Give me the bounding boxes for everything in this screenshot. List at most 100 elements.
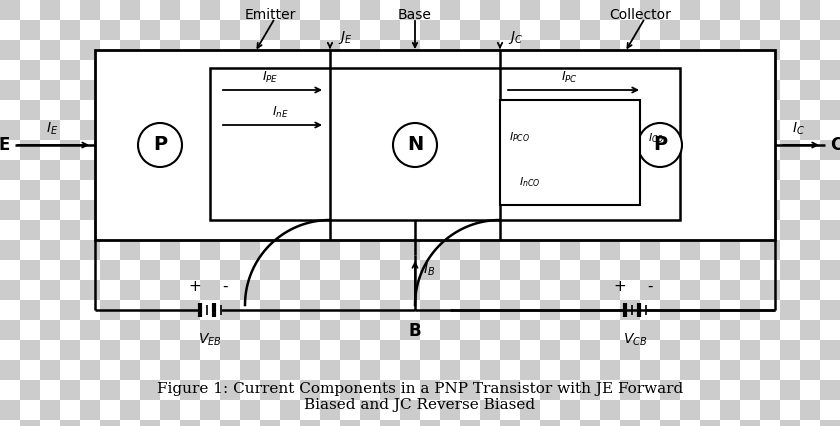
Bar [160, 240, 180, 260]
Bar [60, 140, 80, 160]
Bar [260, 160, 280, 180]
Bar [540, 40, 560, 60]
Bar [620, 120, 640, 140]
Bar [800, 180, 820, 200]
Bar [60, 120, 80, 140]
Bar [720, 20, 740, 40]
Bar [240, 260, 260, 280]
Bar [600, 100, 620, 120]
Bar [0, 20, 20, 40]
Text: $I_{PCO}$: $I_{PCO}$ [509, 130, 531, 144]
Bar [580, 20, 600, 40]
Bar [760, 280, 780, 300]
Bar [580, 200, 600, 220]
Bar [560, 300, 580, 320]
Bar [780, 40, 800, 60]
Bar [80, 220, 100, 240]
Bar [40, 160, 60, 180]
Bar [120, 260, 140, 280]
Bar [500, 20, 520, 40]
Bar [200, 180, 220, 200]
Bar [320, 200, 340, 220]
Bar [800, 120, 820, 140]
Bar [480, 0, 500, 20]
Bar [740, 280, 760, 300]
Bar [560, 160, 580, 180]
Bar [100, 420, 120, 426]
Bar [300, 60, 320, 80]
Bar [680, 260, 700, 280]
Bar [60, 60, 80, 80]
Bar [580, 220, 600, 240]
Text: $I_{CO}$: $I_{CO}$ [648, 131, 664, 145]
Bar [400, 300, 420, 320]
Bar [580, 140, 600, 160]
Bar [480, 100, 500, 120]
Bar [320, 180, 340, 200]
Bar [200, 360, 220, 380]
Bar [80, 400, 100, 420]
Bar [360, 40, 380, 60]
Bar [120, 80, 140, 100]
Bar [520, 180, 540, 200]
Bar [220, 280, 240, 300]
Bar [820, 220, 840, 240]
Bar [820, 0, 840, 20]
Bar [340, 200, 360, 220]
Bar [20, 260, 40, 280]
Bar [760, 360, 780, 380]
Bar [340, 380, 360, 400]
Bar [40, 220, 60, 240]
Bar [580, 260, 600, 280]
Bar [780, 160, 800, 180]
Bar [660, 300, 680, 320]
Text: Collector: Collector [609, 8, 671, 22]
Bar [260, 220, 280, 240]
Bar [680, 120, 700, 140]
Bar [0, 280, 20, 300]
Bar [360, 280, 380, 300]
Bar [140, 160, 160, 180]
Bar [460, 380, 480, 400]
Bar [220, 360, 240, 380]
Bar [700, 360, 720, 380]
Bar [740, 160, 760, 180]
Bar [0, 240, 20, 260]
Bar [280, 100, 300, 120]
Bar [80, 380, 100, 400]
Bar [200, 120, 220, 140]
Bar [200, 200, 220, 220]
Bar [600, 200, 620, 220]
Bar [480, 180, 500, 200]
Bar [40, 60, 60, 80]
Bar [320, 340, 340, 360]
Bar [360, 380, 380, 400]
Bar [480, 280, 500, 300]
Bar [480, 240, 500, 260]
Bar [820, 240, 840, 260]
Bar [360, 340, 380, 360]
Bar [100, 40, 120, 60]
Bar [680, 320, 700, 340]
Bar [260, 60, 280, 80]
Bar [520, 20, 540, 40]
Bar [220, 200, 240, 220]
Bar [520, 60, 540, 80]
Bar [500, 240, 520, 260]
Bar [540, 20, 560, 40]
Bar [760, 300, 780, 320]
Bar [120, 140, 140, 160]
Bar [640, 80, 660, 100]
Bar [100, 260, 120, 280]
Bar [240, 240, 260, 260]
Bar [800, 380, 820, 400]
Bar [600, 140, 620, 160]
Bar [320, 20, 340, 40]
Bar [800, 100, 820, 120]
Bar [600, 20, 620, 40]
Bar [180, 60, 200, 80]
Bar [460, 0, 480, 20]
Bar [660, 220, 680, 240]
Bar [340, 60, 360, 80]
Bar [20, 20, 40, 40]
